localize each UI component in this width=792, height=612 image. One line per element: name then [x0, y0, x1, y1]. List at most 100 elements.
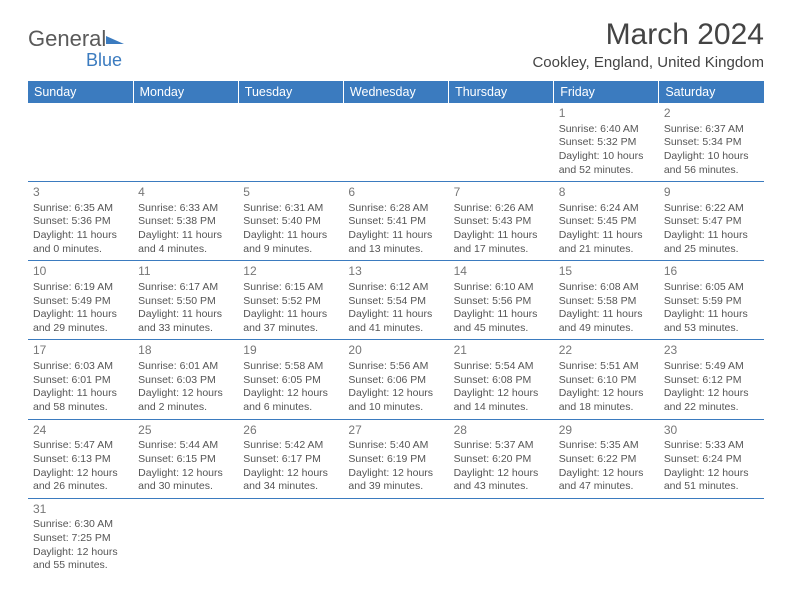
day-d1: Daylight: 11 hours — [559, 308, 654, 322]
day-ss: Sunset: 5:49 PM — [33, 295, 128, 309]
calendar-table: SundayMondayTuesdayWednesdayThursdayFrid… — [28, 81, 764, 577]
day-number: 12 — [243, 264, 338, 280]
calendar-cell — [554, 498, 659, 577]
calendar-cell: 17Sunrise: 6:03 AMSunset: 6:01 PMDayligh… — [28, 340, 133, 419]
day-ss: Sunset: 5:50 PM — [138, 295, 233, 309]
day-sr: Sunrise: 6:28 AM — [348, 202, 443, 216]
day-sr: Sunrise: 6:26 AM — [454, 202, 549, 216]
day-sr: Sunrise: 6:15 AM — [243, 281, 338, 295]
day-d2: and 51 minutes. — [664, 480, 759, 494]
day-d2: and 34 minutes. — [243, 480, 338, 494]
calendar-cell: 22Sunrise: 5:51 AMSunset: 6:10 PMDayligh… — [554, 340, 659, 419]
day-ss: Sunset: 6:19 PM — [348, 453, 443, 467]
day-sr: Sunrise: 6:35 AM — [33, 202, 128, 216]
day-number: 19 — [243, 343, 338, 359]
day-number: 22 — [559, 343, 654, 359]
day-d2: and 13 minutes. — [348, 243, 443, 257]
day-d1: Daylight: 11 hours — [33, 229, 128, 243]
day-number: 8 — [559, 185, 654, 201]
day-sr: Sunrise: 5:56 AM — [348, 360, 443, 374]
day-ss: Sunset: 6:06 PM — [348, 374, 443, 388]
calendar-cell: 5Sunrise: 6:31 AMSunset: 5:40 PMDaylight… — [238, 182, 343, 261]
page-subtitle: Cookley, England, United Kingdom — [532, 54, 764, 71]
day-d2: and 9 minutes. — [243, 243, 338, 257]
calendar-cell: 24Sunrise: 5:47 AMSunset: 6:13 PMDayligh… — [28, 419, 133, 498]
day-ss: Sunset: 6:17 PM — [243, 453, 338, 467]
day-ss: Sunset: 5:54 PM — [348, 295, 443, 309]
calendar-row: 17Sunrise: 6:03 AMSunset: 6:01 PMDayligh… — [28, 340, 764, 419]
day-ss: Sunset: 5:58 PM — [559, 295, 654, 309]
day-d1: Daylight: 11 hours — [33, 387, 128, 401]
day-number: 16 — [664, 264, 759, 280]
day-sr: Sunrise: 6:30 AM — [33, 518, 128, 532]
day-number: 23 — [664, 343, 759, 359]
day-d1: Daylight: 11 hours — [559, 229, 654, 243]
day-sr: Sunrise: 5:33 AM — [664, 439, 759, 453]
calendar-cell: 14Sunrise: 6:10 AMSunset: 5:56 PMDayligh… — [449, 261, 554, 340]
day-d1: Daylight: 11 hours — [138, 229, 233, 243]
logo-flag-icon — [106, 36, 124, 44]
day-number: 29 — [559, 423, 654, 439]
day-d2: and 4 minutes. — [138, 243, 233, 257]
calendar-cell — [343, 498, 448, 577]
day-d1: Daylight: 12 hours — [243, 467, 338, 481]
day-sr: Sunrise: 6:40 AM — [559, 123, 654, 137]
calendar-header-saturday: Saturday — [659, 81, 764, 103]
day-ss: Sunset: 6:05 PM — [243, 374, 338, 388]
day-number: 11 — [138, 264, 233, 280]
calendar-cell — [28, 103, 133, 182]
day-d2: and 21 minutes. — [559, 243, 654, 257]
day-sr: Sunrise: 5:42 AM — [243, 439, 338, 453]
day-sr: Sunrise: 5:51 AM — [559, 360, 654, 374]
day-ss: Sunset: 5:32 PM — [559, 136, 654, 150]
day-number: 17 — [33, 343, 128, 359]
calendar-cell — [133, 498, 238, 577]
calendar-cell: 26Sunrise: 5:42 AMSunset: 6:17 PMDayligh… — [238, 419, 343, 498]
day-number: 2 — [664, 106, 759, 122]
day-d1: Daylight: 11 hours — [348, 229, 443, 243]
day-d2: and 47 minutes. — [559, 480, 654, 494]
day-ss: Sunset: 5:52 PM — [243, 295, 338, 309]
day-number: 18 — [138, 343, 233, 359]
day-number: 7 — [454, 185, 549, 201]
day-d2: and 22 minutes. — [664, 401, 759, 415]
logo-sub: Blue — [86, 51, 126, 71]
day-d1: Daylight: 11 hours — [33, 308, 128, 322]
day-sr: Sunrise: 5:47 AM — [33, 439, 128, 453]
day-ss: Sunset: 5:41 PM — [348, 215, 443, 229]
calendar-body: 1Sunrise: 6:40 AMSunset: 5:32 PMDaylight… — [28, 103, 764, 577]
calendar-cell: 6Sunrise: 6:28 AMSunset: 5:41 PMDaylight… — [343, 182, 448, 261]
calendar-cell: 20Sunrise: 5:56 AMSunset: 6:06 PMDayligh… — [343, 340, 448, 419]
day-d2: and 18 minutes. — [559, 401, 654, 415]
day-d2: and 33 minutes. — [138, 322, 233, 336]
day-sr: Sunrise: 5:49 AM — [664, 360, 759, 374]
day-number: 28 — [454, 423, 549, 439]
calendar-cell: 13Sunrise: 6:12 AMSunset: 5:54 PMDayligh… — [343, 261, 448, 340]
day-d2: and 6 minutes. — [243, 401, 338, 415]
day-ss: Sunset: 6:01 PM — [33, 374, 128, 388]
day-sr: Sunrise: 6:31 AM — [243, 202, 338, 216]
day-d1: Daylight: 11 hours — [454, 229, 549, 243]
calendar-cell — [449, 103, 554, 182]
day-number: 13 — [348, 264, 443, 280]
calendar-header-wednesday: Wednesday — [343, 81, 448, 103]
day-ss: Sunset: 5:43 PM — [454, 215, 549, 229]
day-d1: Daylight: 11 hours — [664, 308, 759, 322]
day-sr: Sunrise: 6:10 AM — [454, 281, 549, 295]
calendar-cell: 9Sunrise: 6:22 AMSunset: 5:47 PMDaylight… — [659, 182, 764, 261]
calendar-cell: 23Sunrise: 5:49 AMSunset: 6:12 PMDayligh… — [659, 340, 764, 419]
day-sr: Sunrise: 6:22 AM — [664, 202, 759, 216]
day-ss: Sunset: 6:03 PM — [138, 374, 233, 388]
day-d1: Daylight: 10 hours — [664, 150, 759, 164]
day-sr: Sunrise: 6:24 AM — [559, 202, 654, 216]
day-sr: Sunrise: 6:03 AM — [33, 360, 128, 374]
calendar-cell: 12Sunrise: 6:15 AMSunset: 5:52 PMDayligh… — [238, 261, 343, 340]
day-number: 21 — [454, 343, 549, 359]
day-d1: Daylight: 11 hours — [664, 229, 759, 243]
day-d2: and 2 minutes. — [138, 401, 233, 415]
day-d1: Daylight: 12 hours — [454, 467, 549, 481]
day-ss: Sunset: 5:47 PM — [664, 215, 759, 229]
day-ss: Sunset: 6:08 PM — [454, 374, 549, 388]
day-sr: Sunrise: 6:05 AM — [664, 281, 759, 295]
calendar-cell — [238, 498, 343, 577]
